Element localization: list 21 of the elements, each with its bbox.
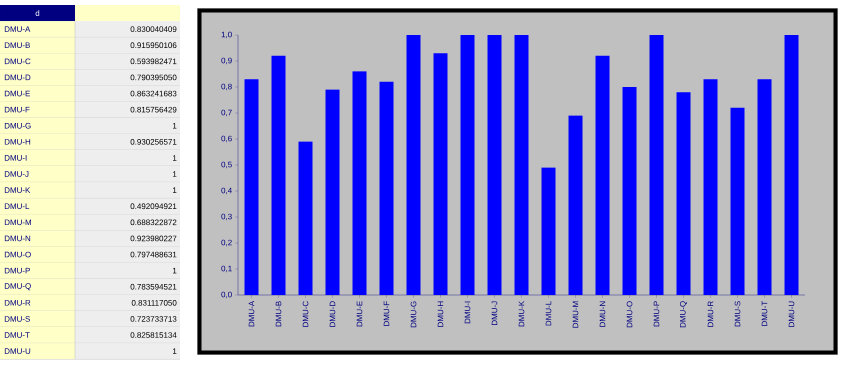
bar [704, 79, 718, 295]
bar [406, 34, 421, 295]
bar [460, 34, 475, 295]
bar [488, 34, 502, 295]
bar [758, 79, 772, 295]
bar [326, 90, 340, 295]
bar [272, 56, 286, 295]
bar [676, 92, 691, 295]
bar [596, 56, 610, 295]
bar [352, 71, 367, 295]
bar [542, 168, 556, 295]
bar [514, 34, 529, 295]
bar [298, 142, 313, 295]
bar [622, 86, 637, 295]
bar [568, 116, 583, 295]
bar [730, 108, 745, 295]
bar [650, 34, 664, 295]
bar [380, 82, 394, 295]
bar [784, 34, 799, 295]
bar [244, 79, 259, 295]
bar [434, 53, 448, 295]
